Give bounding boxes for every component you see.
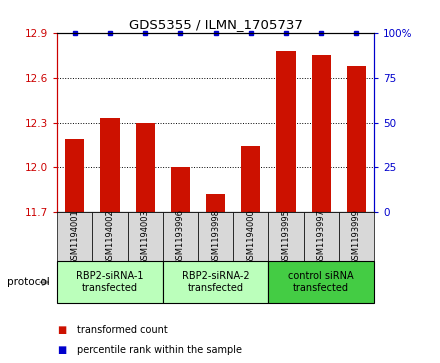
Bar [312, 55, 331, 212]
Text: GSM1193997: GSM1193997 [317, 209, 326, 265]
Bar [65, 139, 84, 212]
Bar [347, 66, 366, 212]
Bar [198, 212, 233, 261]
Bar [136, 122, 155, 212]
Text: GSM1193999: GSM1193999 [352, 209, 361, 265]
Bar [233, 212, 268, 261]
Text: GSM1193998: GSM1193998 [211, 209, 220, 265]
Bar [339, 212, 374, 261]
Bar [241, 146, 260, 212]
Text: control siRNA
transfected: control siRNA transfected [288, 272, 354, 293]
Bar [171, 167, 190, 212]
Bar [268, 212, 304, 261]
Bar [92, 212, 128, 261]
Text: percentile rank within the sample: percentile rank within the sample [77, 345, 242, 355]
Text: GSM1194001: GSM1194001 [70, 209, 79, 265]
Text: ■: ■ [57, 325, 66, 335]
Text: GSM1193996: GSM1193996 [176, 209, 185, 265]
Bar [128, 212, 163, 261]
Text: GSM1194002: GSM1194002 [106, 209, 114, 265]
Bar [100, 118, 120, 212]
Bar [163, 212, 198, 261]
Bar [57, 212, 92, 261]
Bar [268, 261, 374, 303]
Title: GDS5355 / ILMN_1705737: GDS5355 / ILMN_1705737 [128, 19, 303, 32]
Text: ■: ■ [57, 345, 66, 355]
Text: GSM1194003: GSM1194003 [141, 209, 150, 265]
Text: GSM1194000: GSM1194000 [246, 209, 255, 265]
Text: RBP2-siRNA-2
transfected: RBP2-siRNA-2 transfected [182, 272, 249, 293]
Bar [304, 212, 339, 261]
Text: RBP2-siRNA-1
transfected: RBP2-siRNA-1 transfected [76, 272, 144, 293]
Bar [276, 51, 296, 212]
Text: protocol: protocol [7, 277, 49, 287]
Bar [163, 261, 268, 303]
Bar [57, 261, 163, 303]
Bar [206, 194, 225, 212]
Text: transformed count: transformed count [77, 325, 168, 335]
Text: GSM1193995: GSM1193995 [282, 209, 290, 265]
